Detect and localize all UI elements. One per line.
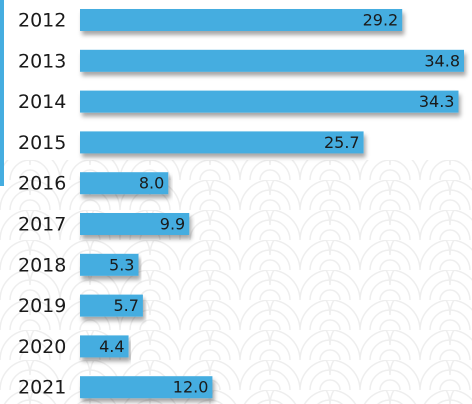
category-label: 2015 bbox=[18, 132, 66, 154]
category-label: 2020 bbox=[18, 336, 66, 358]
value-label: 25.7 bbox=[324, 133, 360, 152]
bar bbox=[80, 49, 464, 72]
value-label: 5.3 bbox=[109, 255, 134, 274]
category-label: 2017 bbox=[18, 214, 66, 236]
bar bbox=[80, 131, 364, 154]
value-label: 9.9 bbox=[160, 215, 185, 234]
background-pattern bbox=[0, 160, 472, 404]
category-label: 2016 bbox=[18, 173, 66, 195]
value-label: 34.3 bbox=[419, 92, 455, 111]
category-label: 2014 bbox=[18, 91, 66, 113]
value-label: 5.7 bbox=[113, 296, 138, 315]
category-label: 2013 bbox=[18, 50, 66, 72]
value-label: 4.4 bbox=[99, 337, 124, 356]
bar bbox=[80, 213, 190, 235]
bar bbox=[80, 9, 403, 31]
value-label: 34.8 bbox=[424, 51, 460, 70]
bars: 2012 29.2 2013 34.8 2014 34.3 2015 25.7 2016 8.0 2… bbox=[18, 9, 464, 399]
category-label: 2019 bbox=[18, 295, 66, 317]
value-label: 12.0 bbox=[173, 378, 209, 397]
category-label: 2012 bbox=[18, 10, 66, 32]
bar bbox=[80, 172, 169, 195]
bar bbox=[80, 253, 139, 276]
bar bbox=[80, 335, 129, 358]
category-label: 2021 bbox=[18, 377, 66, 399]
value-label: 29.2 bbox=[363, 11, 399, 30]
bar bbox=[80, 376, 213, 399]
bar bbox=[80, 90, 459, 113]
bar bbox=[80, 294, 143, 317]
accent-strip bbox=[0, 0, 4, 186]
value-label: 8.0 bbox=[139, 174, 164, 193]
category-label: 2018 bbox=[18, 254, 66, 276]
